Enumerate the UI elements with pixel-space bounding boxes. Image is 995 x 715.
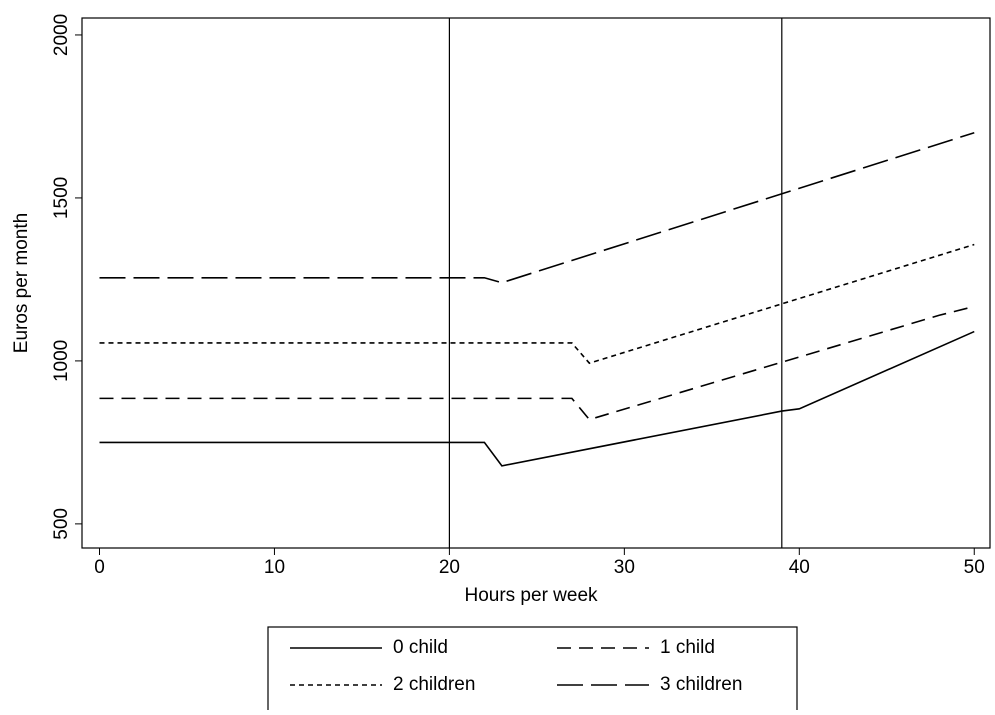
plot-frame <box>81 17 991 549</box>
x-tick-label: 10 <box>264 557 285 578</box>
legend-label: 3 children <box>660 674 742 695</box>
x-tick-label: 50 <box>964 557 985 578</box>
legend-label: 0 child <box>393 637 448 658</box>
y-tick-label: 1500 <box>51 177 72 219</box>
legend <box>267 626 798 715</box>
y-tick-label: 1000 <box>51 340 72 382</box>
x-tick-label: 0 <box>94 557 105 578</box>
series-line <box>99 305 975 421</box>
x-tick-label: 40 <box>789 557 810 578</box>
series-line <box>99 330 975 467</box>
series-line <box>99 131 975 284</box>
legend-label: 2 children <box>393 674 475 695</box>
y-axis-label: Euros per month <box>11 213 32 353</box>
legend-label: 1 child <box>660 637 715 658</box>
x-tick-label: 30 <box>614 557 635 578</box>
x-axis-label: Hours per week <box>464 585 598 606</box>
y-tick-label: 500 <box>51 508 72 540</box>
x-tick-label: 20 <box>439 557 460 578</box>
series-line <box>99 243 975 365</box>
y-tick-label: 2000 <box>51 14 72 56</box>
